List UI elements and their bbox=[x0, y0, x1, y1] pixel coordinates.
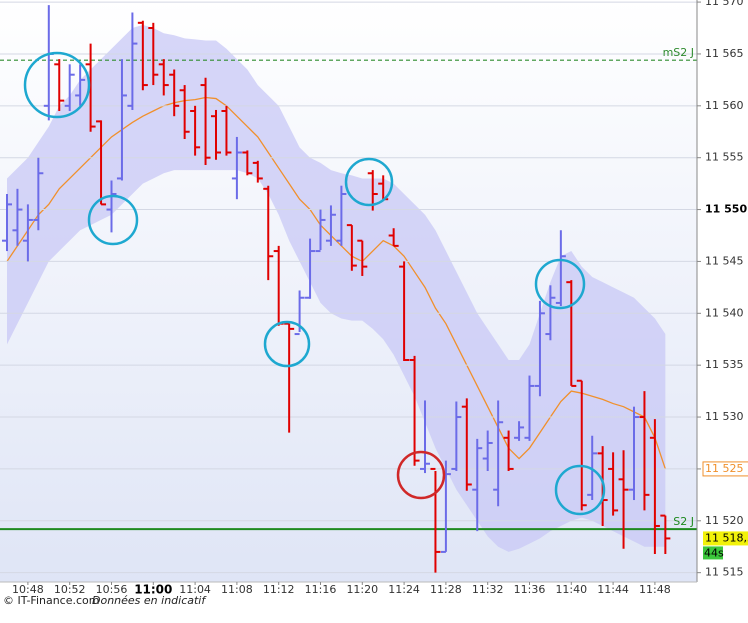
y-tick-label: 11 545 bbox=[705, 254, 744, 267]
x-tick-label: 10:56 bbox=[96, 583, 128, 596]
price-label: 11 518,3 bbox=[705, 531, 748, 544]
level-label: S2 J bbox=[673, 515, 694, 528]
annotation-circles bbox=[23, 51, 606, 516]
y-tick-label: 11 520 bbox=[705, 514, 744, 527]
x-tick-label: 11:32 bbox=[472, 583, 504, 596]
timer-label: 44s bbox=[704, 546, 724, 559]
y-tick-label: 11 535 bbox=[705, 358, 744, 371]
annotation-circle bbox=[344, 157, 394, 207]
annotation-circle bbox=[23, 51, 91, 119]
x-tick-label: 11:28 bbox=[430, 583, 462, 596]
x-tick-label: 11:48 bbox=[639, 583, 671, 596]
x-tick-label: 11:36 bbox=[514, 583, 546, 596]
x-tick-label: 11:12 bbox=[263, 583, 295, 596]
footer-note: Données en indicatif bbox=[92, 594, 207, 607]
annotation-circle bbox=[263, 320, 311, 368]
annotation-circle bbox=[87, 194, 139, 246]
footer-source: © IT-Finance.com bbox=[3, 594, 100, 607]
x-tick-label: 11:24 bbox=[388, 583, 420, 596]
annotation-circle bbox=[396, 450, 446, 500]
y-tick-label: 11 555 bbox=[705, 151, 744, 164]
price-label: 11 525 bbox=[705, 462, 744, 475]
level-label: mS2 J bbox=[663, 46, 694, 59]
x-tick-label: 11:44 bbox=[597, 583, 629, 596]
y-tick-label: 11 560 bbox=[705, 99, 744, 112]
x-tick-label: 11:00 bbox=[134, 583, 172, 597]
x-tick-label: 11:08 bbox=[221, 583, 253, 596]
x-tick-label: 10:48 bbox=[12, 583, 44, 596]
y-tick-label: 11 550 bbox=[705, 203, 747, 216]
y-tick-label: 11 565 bbox=[705, 47, 744, 60]
x-tick-label: 11:16 bbox=[305, 583, 337, 596]
band-middle bbox=[6, 96, 666, 470]
x-tick-label: 11:40 bbox=[555, 583, 587, 596]
annotation-circle bbox=[554, 464, 606, 516]
timer-box bbox=[703, 546, 723, 560]
price-label-box bbox=[702, 461, 748, 477]
annotation-circle bbox=[534, 258, 586, 310]
x-tick-label: 10:52 bbox=[54, 583, 86, 596]
x-tick-label: 11:04 bbox=[179, 583, 211, 596]
price-label-box bbox=[703, 531, 748, 546]
band-area bbox=[7, 24, 666, 552]
y-tick-label: 11 570 bbox=[705, 0, 744, 8]
x-tick-label: 11:20 bbox=[346, 583, 378, 596]
y-tick-label: 11 530 bbox=[705, 410, 744, 423]
y-tick-label: 11 540 bbox=[705, 306, 744, 319]
y-tick-label: 11 515 bbox=[705, 566, 744, 579]
